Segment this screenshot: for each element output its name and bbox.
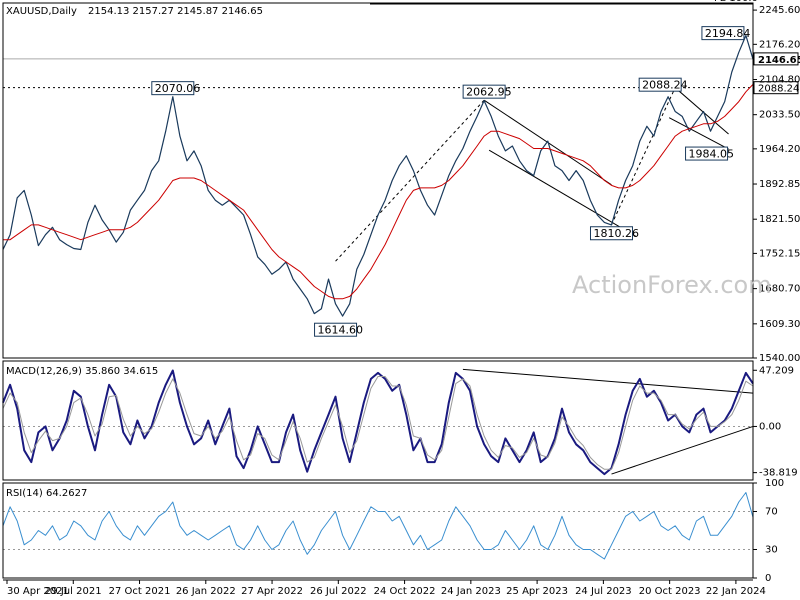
time-tick-label: 26 Jan 2022 [176,586,236,597]
annotation-box [151,81,195,96]
price-ytick-label: 1821.50 [759,214,800,225]
annotation-box [638,77,682,92]
annotation-label: 2194.84 [705,27,751,40]
ohlc-header: 2154.13 2157.27 2145.87 2146.65 [88,6,263,17]
price-panel-title: XAUUSD,Daily [6,6,77,17]
rsi-ytick-label: 100 [765,478,784,489]
panel-frame-2 [2,482,754,579]
macd-panel-title: MACD(12,26,9) 35.860 34.615 [6,366,158,377]
time-tick-label: 24 Jan 2023 [441,586,501,597]
time-tick-label: 22 Jan 2024 [706,586,766,597]
price-ytick-label: 2176.20 [759,39,800,50]
time-tick-label: 26 Jul 2022 [310,586,367,597]
macd-signal-line [2,376,754,470]
price-ytick-label: 2245.60 [759,5,800,16]
time-tick-label: 27 Oct 2021 [109,586,171,597]
annotation-label: 2062.95 [466,86,512,99]
moving-average-line [3,84,754,300]
time-tick-label: 25 Apr 2023 [506,586,568,597]
rsi-line [2,492,754,560]
macd-ytick-label: 47.209 [759,365,794,376]
macd-ytick-label: -38.819 [759,468,798,479]
rsi-ytick-label: 0 [765,573,771,584]
macd-support-trendline [611,425,754,475]
price-ytick-label: 1752.15 [759,248,800,259]
resistance-price-box [753,81,799,95]
panel-frame-0 [2,2,754,359]
price-ytick-label: 1609.30 [759,319,800,330]
rsi-panel-title: RSI(14) 64.2627 [6,488,87,499]
annotation-layer: 2070.06 1614.60 2062.95 1810.26 2088.24 1984.… [151,26,751,337]
annotation-box [462,84,506,99]
price-ytick-label: 2104.80 [759,75,800,86]
annotation-box [685,146,729,161]
rally-dashed-line-2 [611,87,676,225]
annotation-label: 1984.05 [689,148,735,161]
resistance-price-label: 2088.24 [758,84,799,95]
annotation-label: 2088.24 [642,79,688,92]
annotation-label: 1614.60 [318,324,364,337]
price-ytick-label: 1540.00 [759,353,800,364]
annotation-box [589,226,633,241]
panel-frame-1 [2,360,754,481]
wedge-upper-line [674,87,729,135]
fe-100-label: FE 100.0 [714,0,758,4]
watermark: ActionForex.com [572,271,772,299]
current-price-box [753,52,799,66]
price-series-line [2,34,754,317]
time-tick-label: 30 Apr 2021 [7,586,69,597]
price-ytick-label: 1964.20 [759,144,800,155]
macd-ytick-label: 0.00 [759,421,781,432]
annotation-label: 2070.06 [155,82,201,95]
time-tick-label: 29 Jul 2021 [45,586,102,597]
channel-lower-line [488,149,637,238]
price-ytick-label: 1680.70 [759,284,800,295]
macd-line [2,369,754,476]
levels-layer: FE 100.0 2146.65 2088.24 [3,0,800,95]
annotation-label: 1810.26 [593,227,639,240]
annotation-box [314,322,358,337]
wedge-lower-line [668,117,729,150]
series-layer [2,34,754,560]
time-tick-label: 24 Oct 2022 [374,586,436,597]
price-ytick-label: 1892.85 [759,179,800,190]
time-tick-label: 20 Oct 2023 [639,586,701,597]
grid-layer [3,425,753,550]
rsi-ytick-label: 70 [765,507,778,518]
current-price-label: 2146.65 [758,55,800,66]
price-ytick-label: 2033.50 [759,110,800,121]
rally-dashed-line [335,99,485,262]
annotation-box [701,26,745,41]
macd-resistance-trendline [462,368,754,394]
rsi-ytick-label: 30 [765,545,778,556]
time-tick-label: 27 Apr 2022 [241,586,303,597]
time-tick-label: 24 Jul 2023 [575,586,632,597]
